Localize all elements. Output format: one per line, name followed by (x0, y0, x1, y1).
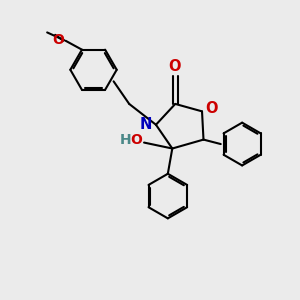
Text: N: N (140, 117, 152, 132)
Text: O: O (131, 134, 142, 148)
Text: O: O (52, 33, 64, 47)
Text: H: H (120, 134, 132, 148)
Text: O: O (168, 59, 181, 74)
Text: O: O (206, 101, 218, 116)
